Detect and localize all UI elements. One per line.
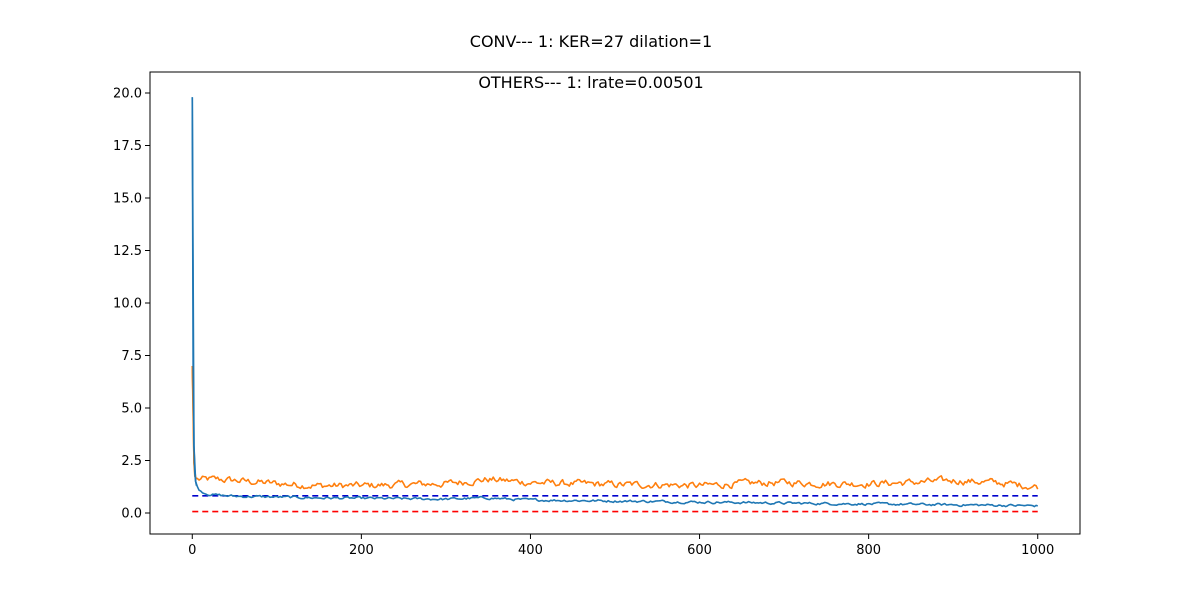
y-tick-label: 7.5 — [121, 349, 142, 364]
x-tick-label: 200 — [349, 543, 374, 558]
x-tick-label: 1000 — [1021, 543, 1054, 558]
y-tick-label: 5.0 — [121, 402, 142, 417]
x-axis: 0 200 400 600 800 1000 — [188, 534, 1054, 558]
chart-subtitle: OTHERS--- 1: lrate=0.00501 — [478, 73, 703, 92]
series-line — [191, 365, 1039, 490]
plot-area: 0 200 400 600 800 1000 0.0 2.5 5.0 7.5 10.0 12.5 15… — [113, 71, 1081, 558]
y-tick-label: 12.5 — [113, 244, 142, 259]
y-tick-label: 20.0 — [113, 87, 142, 102]
chart-title: CONV--- 1: KER=27 dilation=1 — [470, 32, 712, 51]
y-axis: 0.0 2.5 5.0 7.5 10.0 12.5 15.0 17.5 20.0 — [113, 87, 150, 522]
x-tick-label: 600 — [687, 543, 712, 558]
x-tick-label: 800 — [856, 543, 881, 558]
x-tick-label: 0 — [188, 543, 196, 558]
y-tick-label: 10.0 — [113, 297, 142, 312]
y-tick-label: 0.0 — [121, 507, 142, 522]
y-tick-label: 2.5 — [121, 454, 142, 469]
series-layer — [191, 97, 1039, 513]
series-line — [191, 97, 1038, 508]
x-tick-label: 400 — [518, 543, 543, 558]
y-tick-label: 17.5 — [113, 139, 142, 154]
y-tick-label: 15.0 — [113, 192, 142, 207]
